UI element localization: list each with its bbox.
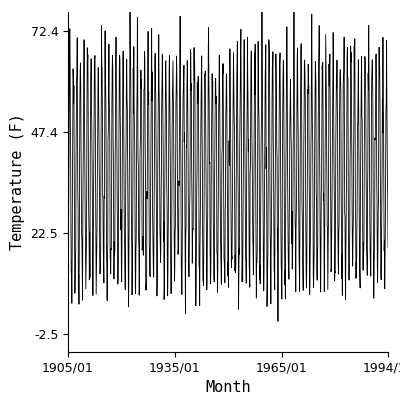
Y-axis label: Temperature (F): Temperature (F) bbox=[10, 114, 25, 250]
X-axis label: Month: Month bbox=[205, 380, 251, 395]
